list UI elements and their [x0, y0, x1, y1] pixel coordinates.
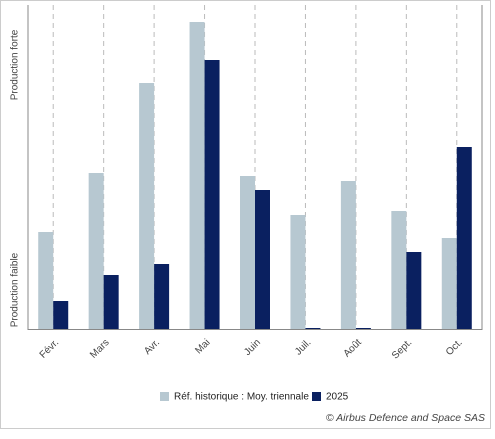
bar — [189, 22, 205, 329]
bar — [391, 211, 407, 329]
bar — [255, 190, 270, 329]
bar — [441, 238, 457, 329]
y-label-low: Production faible — [10, 252, 21, 327]
bar — [305, 328, 321, 329]
legend-swatch — [312, 392, 321, 401]
bar — [406, 252, 422, 329]
bar — [38, 232, 54, 329]
bar — [53, 301, 69, 329]
bar — [240, 176, 255, 329]
bar — [204, 60, 220, 329]
legend-label: 2025 — [326, 392, 349, 403]
bar — [139, 83, 155, 329]
credit: © Airbus Defence and Space SAS — [326, 412, 485, 424]
bar — [355, 328, 371, 329]
bar — [340, 181, 356, 329]
y-label-high: Production forte — [10, 29, 21, 100]
bar — [290, 215, 306, 329]
bar — [103, 275, 119, 329]
legend-label: Réf. historique : Moy. triennale — [174, 392, 309, 403]
legend-swatch — [160, 392, 169, 401]
bar — [154, 264, 170, 329]
bar — [456, 147, 472, 329]
bar — [88, 173, 104, 329]
